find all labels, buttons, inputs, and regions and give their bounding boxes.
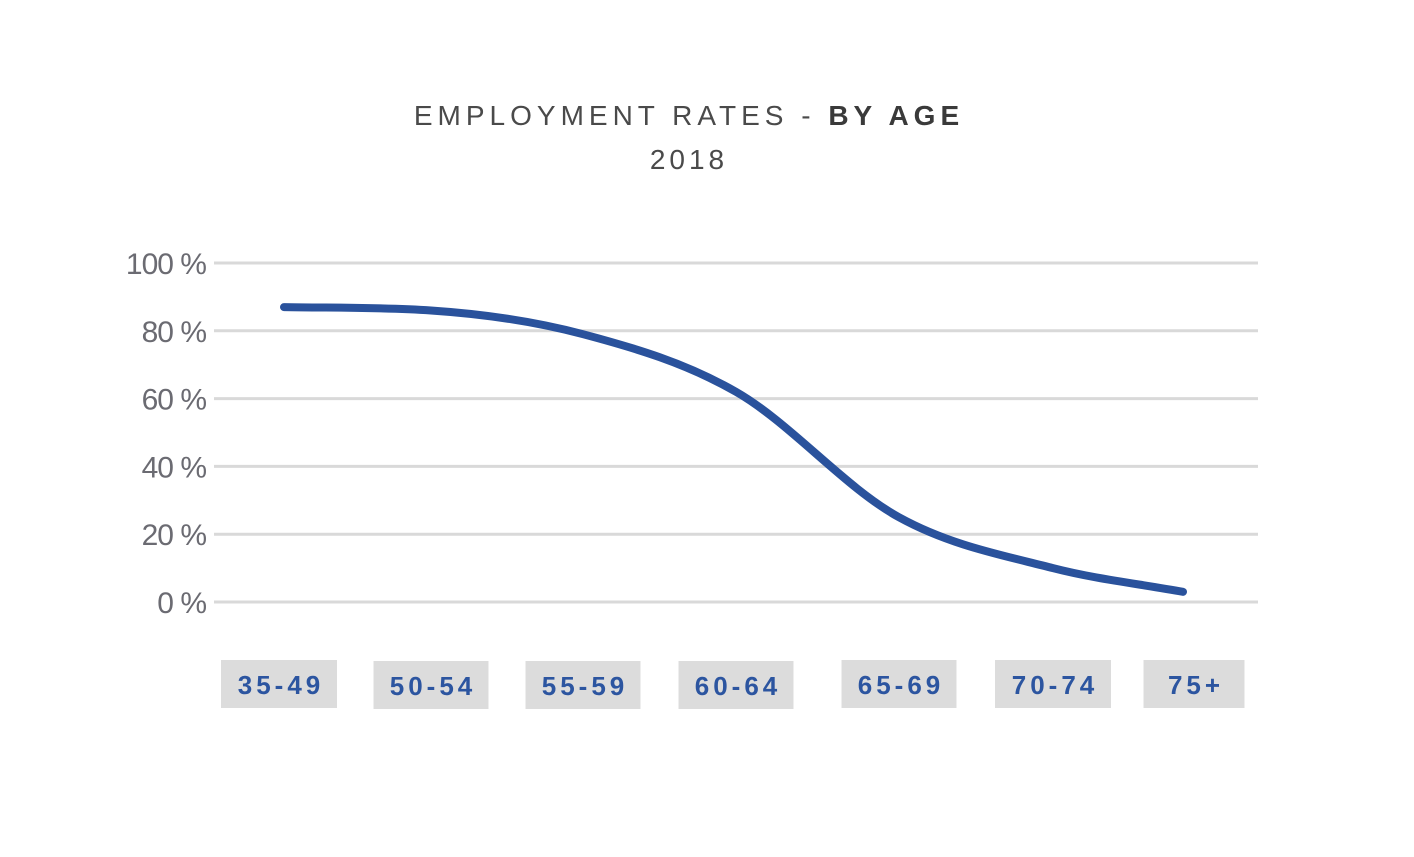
x-category: 60-64 [678,661,794,709]
chart-subtitle: 2018 [649,144,729,175]
x-category: 50-54 [373,661,489,709]
x-category-box [373,661,489,709]
series-line [280,303,1187,596]
x-category-label: 65-69 [858,670,945,700]
y-tick-label: 60 % [142,384,207,417]
x-category-box [1143,660,1245,708]
y-tick-label: 100 % [126,248,206,281]
y-tick-label: 80 % [142,316,207,349]
x-category: 65-69 [841,660,957,708]
y-axis-ticks: 0 % 20 % 40 % 60 % 80 % 100 % [126,248,207,620]
x-category-box [525,661,641,709]
x-category-label: 55-59 [542,671,629,701]
y-tick-label: 40 % [142,451,207,484]
x-axis-categories: 35-49 50-54 55-59 60-64 65-69 70-74 75+ [221,660,1245,709]
x-category-label: 50-54 [390,671,477,701]
x-category-label: 35-49 [238,670,325,700]
series-lines [280,303,1187,596]
chart-title-block: EMPLOYMENT RATES - BY AGE 2018 [0,96,1378,180]
x-category-box [221,660,337,708]
x-category: 55-59 [525,661,641,709]
chart-title-prefix: EMPLOYMENT RATES - [413,100,829,131]
x-category: 35-49 [221,660,337,708]
x-category: 75+ [1143,660,1245,708]
x-category: 70-74 [995,660,1111,708]
gridlines [214,261,1258,604]
x-category-box [678,661,794,709]
y-tick-label: 0 % [157,587,206,620]
x-category-box [841,660,957,708]
chart-title: EMPLOYMENT RATES - BY AGE [0,96,1378,136]
x-category-label: 70-74 [1012,670,1099,700]
x-category-box [995,660,1111,708]
y-tick-label: 20 % [142,519,207,552]
x-category-label: 60-64 [695,671,782,701]
x-category-label: 75+ [1168,670,1224,700]
chart-title-emphasis: BY AGE [828,100,965,131]
